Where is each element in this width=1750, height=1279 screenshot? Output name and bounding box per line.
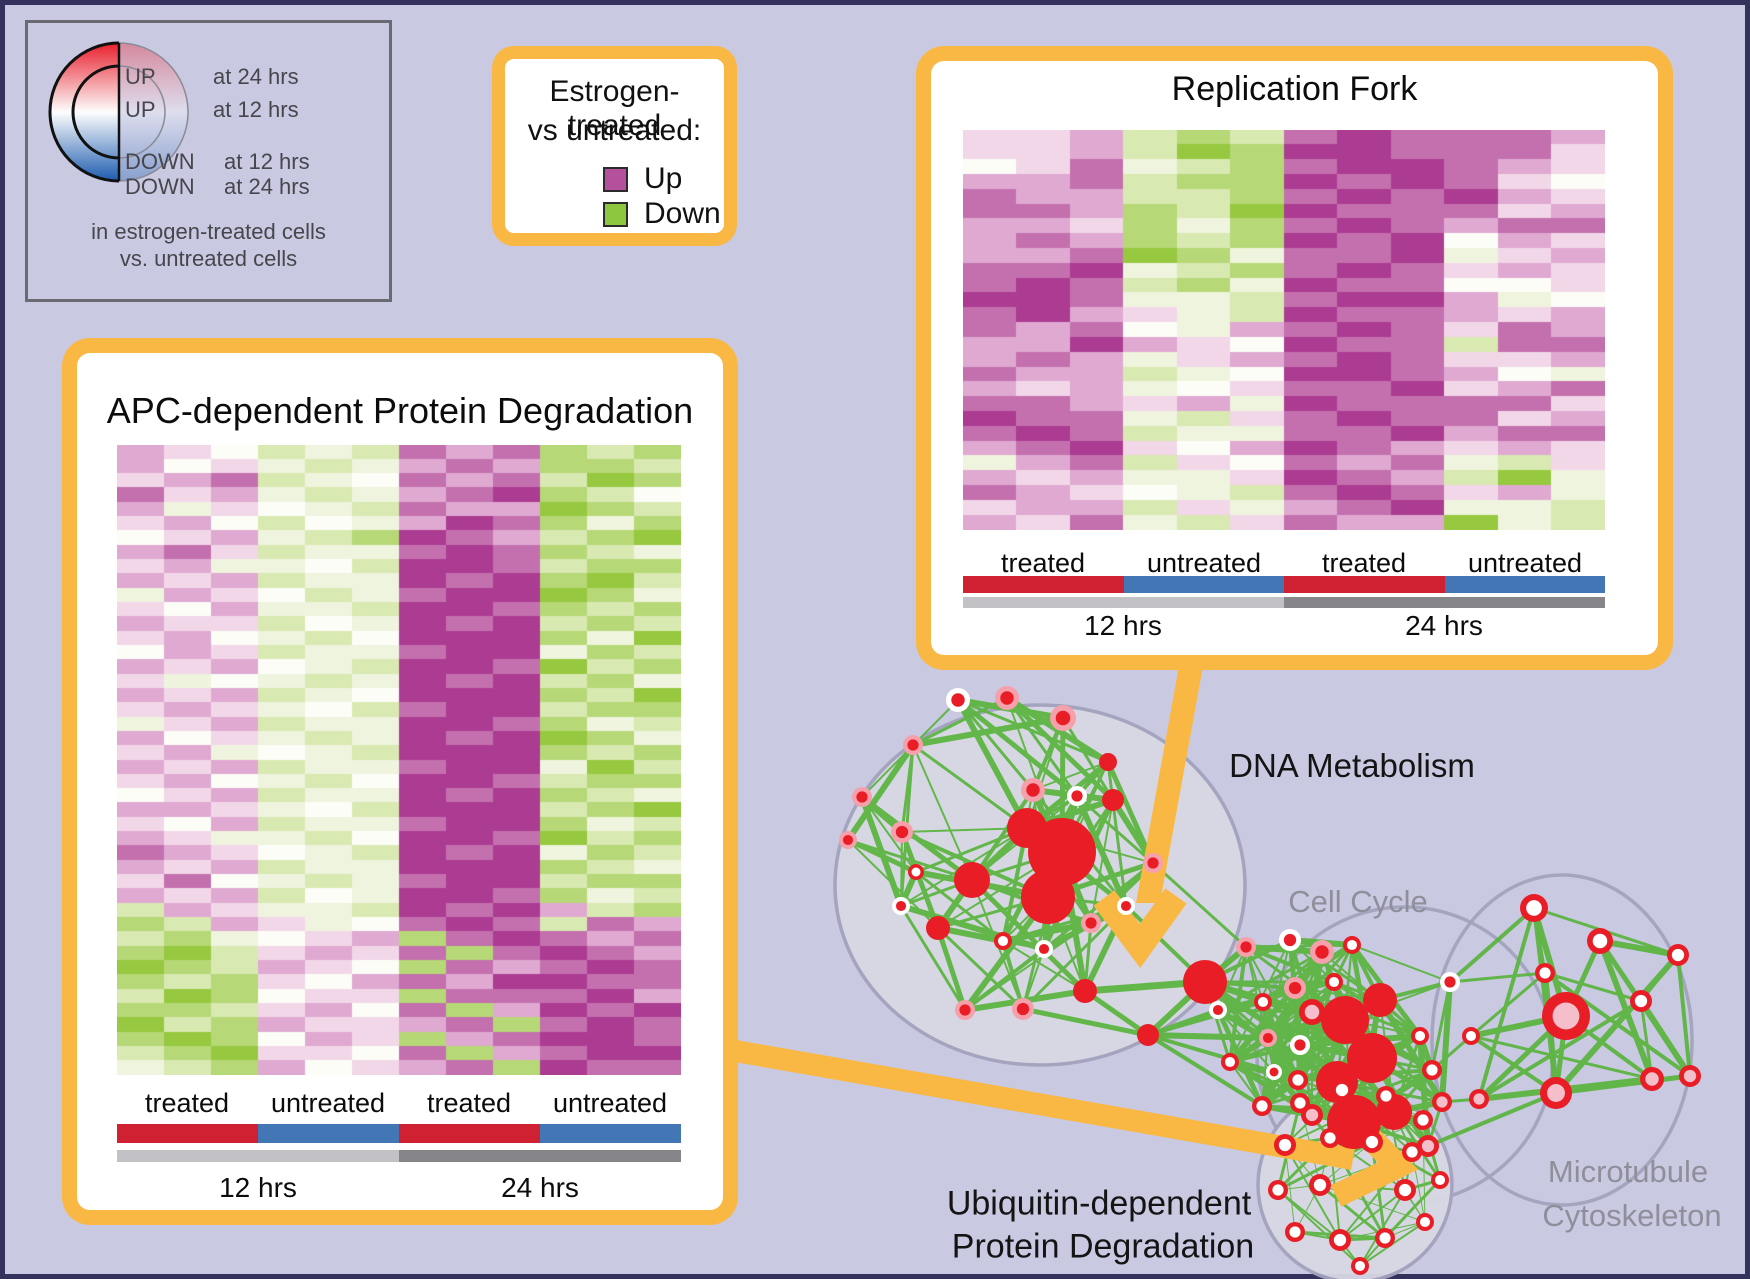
apc-group-untreated-12: untreated <box>270 1088 386 1118</box>
rf-12hrs-label: 12 hrs <box>1084 610 1162 641</box>
apc-panel-title: APC-dependent Protein Degradation <box>106 390 694 431</box>
ring-caption-2: vs. untreated cells <box>119 246 298 271</box>
cluster-dna-metabolism <box>833 703 1247 1067</box>
updown-color-legend: Estrogen-treated vs untreated: Up Down <box>492 46 737 246</box>
up-swatch <box>603 167 628 192</box>
cluster-label-microtubule-2: Cytoskeleton <box>1542 1198 1722 1233</box>
apc-heatmap-panel: APC-dependent Protein Degradation treate… <box>62 338 738 1225</box>
rf-condition-bar <box>963 576 1605 593</box>
replication-fork-panel: Replication Fork treated untreated treat… <box>916 46 1673 670</box>
legend-title-1: Estrogen-treated <box>549 75 680 142</box>
cluster-label-microtubule-1: Microtubule <box>1547 1154 1709 1189</box>
rf-group-treated-12: treated <box>1000 548 1086 578</box>
ring-when-24: at 24 hrs <box>213 64 299 89</box>
ring-when-24b: at 24 hrs <box>224 174 310 199</box>
ring-legend-box: UP at 24 hrs UP at 12 hrs DOWN at 12 hrs… <box>25 20 392 302</box>
apc-condition-bar <box>117 1124 681 1143</box>
arrow-apc-to-ubiquitin <box>733 1040 1355 1170</box>
rf-group-untreated-24: untreated <box>1467 548 1583 578</box>
apc-12hrs-label: 12 hrs <box>219 1172 297 1203</box>
up-label: Up <box>644 162 683 195</box>
cluster-label-ubiquitin-2: Protein Degradation <box>951 1227 1255 1266</box>
cluster-cell-cycle <box>1255 905 1555 1205</box>
ring-caption-1: in estrogen-treated cells <box>91 219 326 244</box>
legend-title-2: vs untreated: <box>527 114 702 147</box>
ring-dir-up-12: UP <box>125 97 156 122</box>
cluster-ubiquitin <box>1256 1086 1454 1279</box>
ring-when-12b: at 12 hrs <box>224 149 310 174</box>
rf-panel-title: Replication Fork <box>1171 70 1418 108</box>
arrow-rf-to-dna-head <box>1093 888 1187 968</box>
down-label: Down <box>644 197 721 230</box>
ring-dir-down-12: DOWN <box>125 149 195 174</box>
cluster-label-cell-cycle: Cell Cycle <box>1288 884 1428 919</box>
apc-24hrs-label: 24 hrs <box>501 1172 579 1203</box>
arrow-apc-to-ubiquitin-head <box>1330 1109 1419 1207</box>
rf-heatmap <box>963 130 1605 530</box>
arrow-rf-to-dna <box>1136 666 1203 903</box>
apc-group-untreated-24: untreated <box>552 1088 668 1118</box>
ring-dir-down-24: DOWN <box>125 174 195 199</box>
updown-ring-graphic <box>48 41 189 183</box>
apc-time-bar <box>117 1150 681 1162</box>
cluster-label-ubiquitin-1: Ubiquitin-dependent <box>946 1184 1252 1223</box>
apc-group-treated-24: treated <box>426 1088 512 1118</box>
ring-dir-up-24: UP <box>125 64 156 89</box>
rf-time-bar <box>963 597 1605 608</box>
cluster-label-dna-metabolism: DNA Metabolism <box>1229 747 1475 784</box>
apc-heatmap <box>117 445 681 1075</box>
rf-group-treated-24: treated <box>1321 548 1407 578</box>
ring-when-12: at 12 hrs <box>213 97 299 122</box>
apc-group-treated-12: treated <box>144 1088 230 1118</box>
rf-group-untreated-12: untreated <box>1146 548 1262 578</box>
rf-24hrs-label: 24 hrs <box>1405 610 1483 641</box>
down-swatch <box>603 202 628 227</box>
